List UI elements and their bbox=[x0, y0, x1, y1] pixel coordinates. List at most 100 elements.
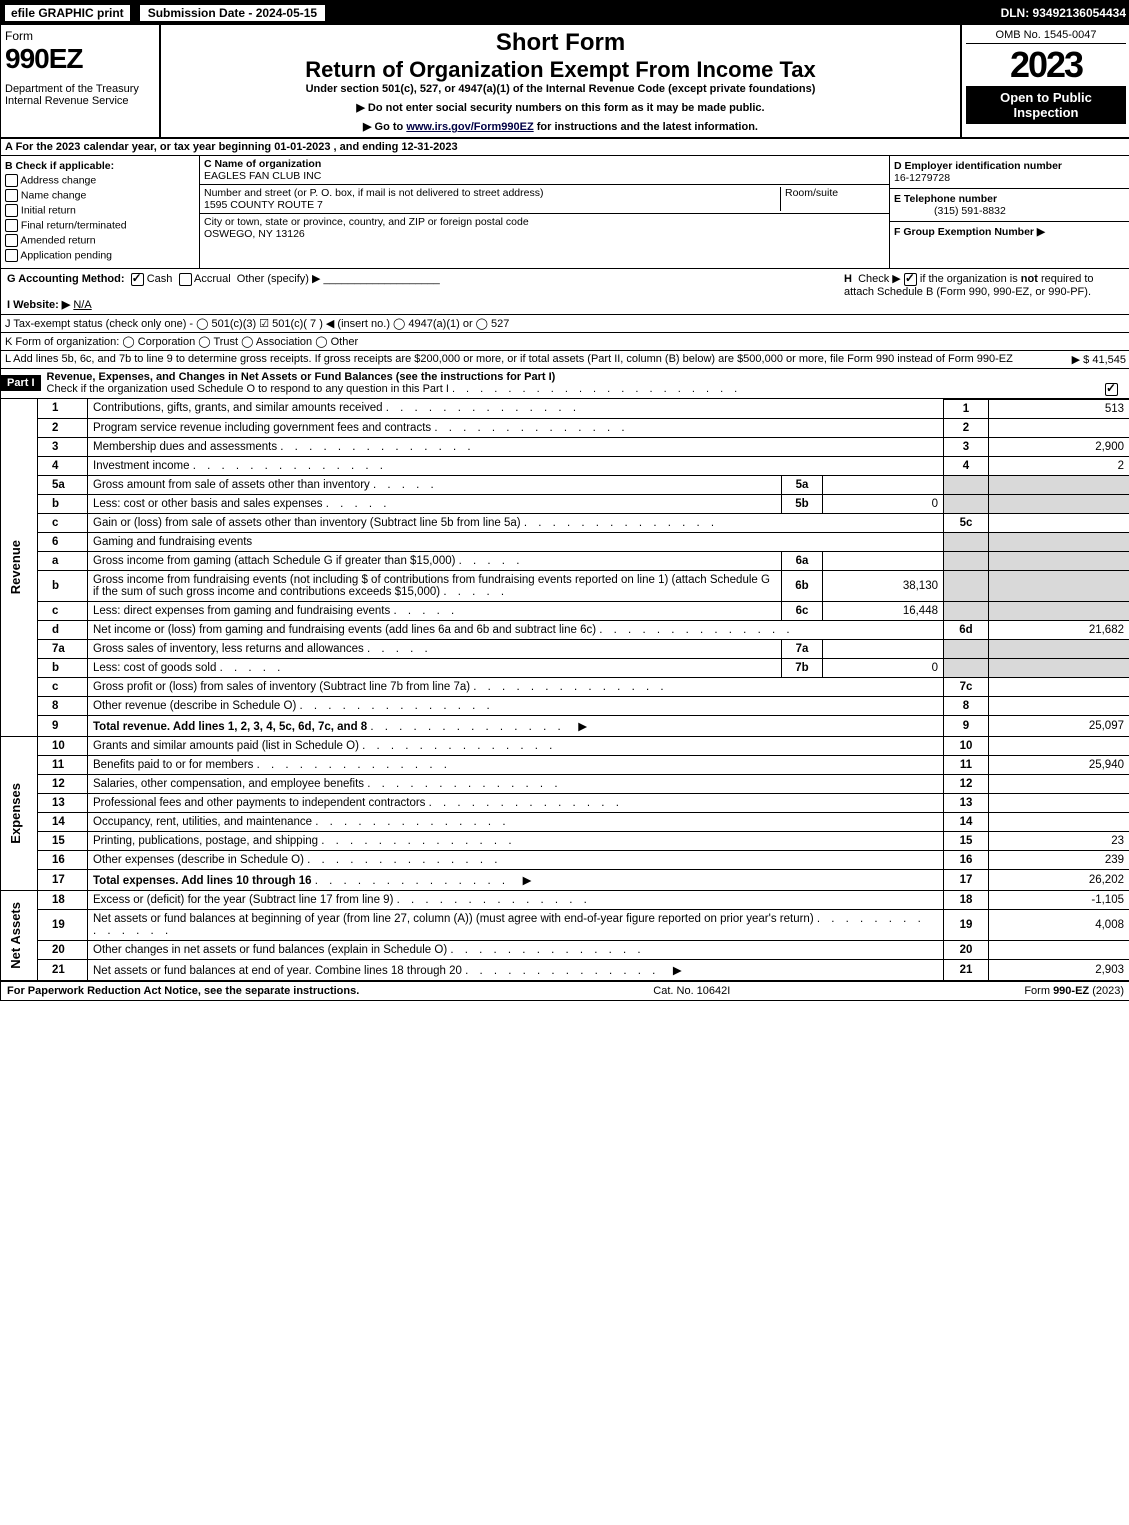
form-label: Form bbox=[5, 29, 155, 43]
line-desc: Less: cost of goods sold . . . . . bbox=[88, 658, 782, 677]
note-2: ▶ Go to www.irs.gov/Form990EZ for instru… bbox=[165, 120, 956, 133]
form-container: efile GRAPHIC print Submission Date - 20… bbox=[0, 0, 1129, 1001]
sub-label: 6b bbox=[782, 570, 823, 601]
tax-year: 2023 bbox=[966, 44, 1126, 86]
sub-val bbox=[823, 639, 944, 658]
room-label: Room/suite bbox=[785, 187, 838, 199]
sub-label: 6a bbox=[782, 551, 823, 570]
line-desc: Gain or (loss) from sale of assets other… bbox=[88, 513, 944, 532]
line-val-grey bbox=[989, 658, 1129, 677]
cb-name-change[interactable] bbox=[5, 189, 18, 202]
line-num: 3 bbox=[38, 437, 88, 456]
sub-label: 7b bbox=[782, 658, 823, 677]
sub-val: 0 bbox=[823, 658, 944, 677]
line-num: 8 bbox=[38, 696, 88, 715]
line-label: 8 bbox=[944, 696, 989, 715]
line-num: 14 bbox=[38, 812, 88, 831]
line-label: 15 bbox=[944, 831, 989, 850]
line-num: 21 bbox=[38, 959, 88, 980]
line-label: 11 bbox=[944, 755, 989, 774]
line-label: 20 bbox=[944, 940, 989, 959]
line-val bbox=[989, 736, 1129, 755]
line-num: 10 bbox=[38, 736, 88, 755]
cb-schedule-o[interactable] bbox=[1105, 383, 1118, 396]
line-val: 26,202 bbox=[989, 869, 1129, 890]
row-k: K Form of organization: ◯ Corporation ◯ … bbox=[1, 333, 1129, 351]
footer-right: Form 990-EZ (2023) bbox=[1024, 985, 1124, 997]
line-num: 20 bbox=[38, 940, 88, 959]
open-to-public: Open to Public Inspection bbox=[966, 86, 1126, 124]
line-desc: Excess or (deficit) for the year (Subtra… bbox=[88, 890, 944, 909]
top-bar: efile GRAPHIC print Submission Date - 20… bbox=[1, 1, 1129, 25]
cb-address-change[interactable] bbox=[5, 174, 18, 187]
cb-cash[interactable] bbox=[131, 273, 144, 286]
cb-final-return[interactable] bbox=[5, 219, 18, 232]
dept-label: Department of the Treasury bbox=[5, 83, 139, 95]
sub-val: 38,130 bbox=[823, 570, 944, 601]
line-desc: Net assets or fund balances at end of ye… bbox=[88, 959, 944, 980]
line-num: a bbox=[38, 551, 88, 570]
line-desc: Benefits paid to or for members . . . . … bbox=[88, 755, 944, 774]
line-val bbox=[989, 418, 1129, 437]
irs-link[interactable]: www.irs.gov/Form990EZ bbox=[406, 121, 533, 133]
tel-label: E Telephone number bbox=[894, 193, 997, 205]
line-label-grey bbox=[944, 570, 989, 601]
line-val bbox=[989, 513, 1129, 532]
line-val-grey bbox=[989, 532, 1129, 551]
row-l-text: L Add lines 5b, 6c, and 7b to line 9 to … bbox=[5, 353, 1072, 366]
note-1: ▶ Do not enter social security numbers o… bbox=[165, 101, 956, 114]
line-desc: Professional fees and other payments to … bbox=[88, 793, 944, 812]
line-label: 7c bbox=[944, 677, 989, 696]
line-val: -1,105 bbox=[989, 890, 1129, 909]
cb-accrual[interactable] bbox=[179, 273, 192, 286]
line-label-grey bbox=[944, 532, 989, 551]
lines-table: Revenue1Contributions, gifts, grants, an… bbox=[1, 399, 1129, 981]
line-val bbox=[989, 677, 1129, 696]
irs-label: Internal Revenue Service bbox=[5, 95, 129, 107]
cb-amended-return[interactable] bbox=[5, 234, 18, 247]
line-label: 5c bbox=[944, 513, 989, 532]
line-desc: Other changes in net assets or fund bala… bbox=[88, 940, 944, 959]
line-val: 513 bbox=[989, 399, 1129, 418]
line-label-grey bbox=[944, 551, 989, 570]
line-desc: Net assets or fund balances at beginning… bbox=[88, 909, 944, 940]
line-num: 19 bbox=[38, 909, 88, 940]
line-desc: Gross amount from sale of assets other t… bbox=[88, 475, 782, 494]
line-val bbox=[989, 793, 1129, 812]
line-label: 12 bbox=[944, 774, 989, 793]
line-desc: Less: direct expenses from gaming and fu… bbox=[88, 601, 782, 620]
line-desc: Net income or (loss) from gaming and fun… bbox=[88, 620, 944, 639]
cb-application-pending[interactable] bbox=[5, 249, 18, 262]
line-desc: Gaming and fundraising events bbox=[88, 532, 944, 551]
cb-schedule-b[interactable] bbox=[904, 273, 917, 286]
g-label: G Accounting Method: bbox=[7, 273, 125, 285]
line-label: 17 bbox=[944, 869, 989, 890]
line-val-grey bbox=[989, 551, 1129, 570]
line-val: 23 bbox=[989, 831, 1129, 850]
line-val: 25,097 bbox=[989, 715, 1129, 736]
box-c: C Name of organization EAGLES FAN CLUB I… bbox=[200, 156, 890, 268]
line-label-grey bbox=[944, 475, 989, 494]
line-num: 9 bbox=[38, 715, 88, 736]
line-num: 18 bbox=[38, 890, 88, 909]
line-num: 5a bbox=[38, 475, 88, 494]
line-val-grey bbox=[989, 639, 1129, 658]
ein: 16-1279728 bbox=[894, 172, 950, 184]
part-i-label: Part I bbox=[1, 375, 41, 391]
line-num: b bbox=[38, 570, 88, 601]
form-number: 990EZ bbox=[5, 43, 155, 75]
cb-initial-return[interactable] bbox=[5, 204, 18, 217]
line-label-grey bbox=[944, 658, 989, 677]
i-label: I Website: ▶ bbox=[7, 299, 70, 311]
sub-val: 0 bbox=[823, 494, 944, 513]
line-val bbox=[989, 696, 1129, 715]
line-label: 18 bbox=[944, 890, 989, 909]
short-form-title: Short Form bbox=[165, 29, 956, 57]
line-desc: Investment income . . . . . . . . . . . … bbox=[88, 456, 944, 475]
line-label-grey bbox=[944, 639, 989, 658]
line-val-grey bbox=[989, 475, 1129, 494]
submission-date: Submission Date - 2024-05-15 bbox=[138, 3, 327, 23]
line-label: 16 bbox=[944, 850, 989, 869]
line-label: 10 bbox=[944, 736, 989, 755]
line-desc: Total expenses. Add lines 10 through 16 … bbox=[88, 869, 944, 890]
